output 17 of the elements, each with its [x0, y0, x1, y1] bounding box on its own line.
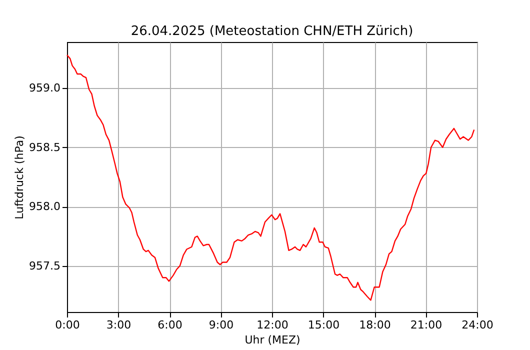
y-tick-label: 957.5 [29, 259, 60, 272]
y-tick-label: 958.5 [29, 140, 60, 154]
x-tick-label: 3:00 [106, 318, 132, 332]
x-tick-label: 6:00 [158, 318, 182, 332]
line-series [66, 54, 475, 301]
x-tick-label: 9:00 [208, 318, 234, 332]
x-tick-label: 12:00 [256, 318, 288, 332]
x-tick-label: 0:00 [55, 318, 80, 332]
y-axis-title: Luftdruck (hPa) [13, 136, 26, 220]
x-tick-label: 24:00 [462, 318, 494, 332]
x-tick-label: 18:00 [359, 318, 391, 332]
x-axis-title: Uhr (MEZ) [244, 334, 300, 346]
y-tick-label: 958.0 [29, 200, 60, 214]
x-tick-label: 21:00 [410, 318, 442, 332]
chart-title: 26.04.2025 (Meteostation CHN/ETH Zürich) [130, 24, 414, 39]
y-tick-label: 959.0 [29, 82, 60, 95]
x-tick-label: 15:00 [308, 318, 340, 332]
